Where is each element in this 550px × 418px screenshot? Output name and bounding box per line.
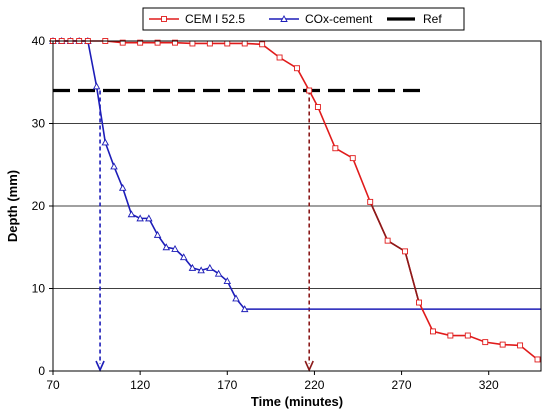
data-point bbox=[416, 299, 422, 306]
series-line bbox=[53, 40, 310, 91]
data-point bbox=[137, 39, 144, 46]
data-point bbox=[110, 162, 118, 170]
y-tick-label: 10 bbox=[32, 282, 46, 296]
data-point bbox=[162, 243, 171, 251]
data-point bbox=[127, 210, 136, 218]
data-point bbox=[241, 40, 248, 47]
legend-item: COx-cement bbox=[269, 12, 373, 26]
data-point bbox=[118, 183, 127, 191]
data-point bbox=[223, 277, 232, 285]
legend: CEM I 52.5 COx-cement Ref bbox=[142, 7, 465, 31]
legend-label: CEM I 52.5 bbox=[185, 12, 245, 26]
x-tick-label: 70 bbox=[46, 378, 60, 392]
data-point bbox=[240, 305, 249, 313]
x-axis-label: Time (minutes) bbox=[251, 394, 343, 409]
series-cox-cement bbox=[49, 37, 541, 313]
data-point bbox=[101, 138, 110, 146]
data-point bbox=[188, 263, 197, 271]
data-point bbox=[153, 230, 162, 238]
data-point bbox=[332, 145, 339, 152]
data-point bbox=[136, 214, 144, 222]
data-point bbox=[349, 155, 356, 162]
drop-arrow-head bbox=[95, 360, 105, 372]
series-line bbox=[369, 201, 420, 303]
legend-label: COx-cement bbox=[305, 12, 373, 26]
data-point bbox=[197, 266, 205, 274]
x-tick-label: 120 bbox=[130, 378, 150, 392]
data-point bbox=[92, 82, 101, 90]
data-point bbox=[171, 244, 179, 252]
y-tick-label: 30 bbox=[32, 117, 46, 131]
data-point bbox=[499, 341, 506, 348]
data-point bbox=[206, 263, 214, 271]
data-point bbox=[232, 294, 240, 302]
data-point bbox=[189, 40, 196, 47]
data-point bbox=[214, 269, 223, 277]
data-point bbox=[314, 104, 321, 110]
data-point bbox=[482, 339, 489, 346]
data-point bbox=[429, 328, 436, 335]
series-line bbox=[308, 90, 539, 361]
axes bbox=[49, 40, 542, 375]
tick-labels: 0 10 20 30 40 70 120 170 220 270 320 bbox=[32, 34, 499, 392]
legend-box bbox=[142, 7, 465, 31]
x-tick-label: 270 bbox=[392, 378, 412, 392]
data-point bbox=[402, 248, 409, 255]
data-point bbox=[224, 40, 231, 47]
data-point bbox=[294, 65, 300, 72]
data-point bbox=[280, 15, 288, 22]
data-point bbox=[119, 39, 126, 46]
data-point bbox=[259, 41, 266, 48]
data-point bbox=[534, 356, 541, 363]
series-layer bbox=[49, 37, 541, 372]
data-point bbox=[464, 332, 471, 339]
grid-lines bbox=[53, 123, 541, 289]
data-point bbox=[276, 54, 283, 61]
legend-label: Ref bbox=[423, 12, 442, 26]
data-point bbox=[172, 39, 178, 46]
y-axis-label: Depth (mm) bbox=[5, 170, 20, 242]
data-point bbox=[206, 40, 213, 47]
data-point bbox=[367, 198, 374, 205]
data-point bbox=[384, 237, 391, 244]
drop-arrow-head bbox=[304, 360, 314, 372]
x-tick-label: 220 bbox=[304, 378, 324, 392]
y-tick-label: 0 bbox=[38, 364, 45, 378]
data-point bbox=[306, 87, 313, 94]
data-point bbox=[145, 214, 153, 222]
legend-item: CEM I 52.5 bbox=[149, 12, 245, 26]
x-tick-label: 170 bbox=[217, 378, 237, 392]
data-point bbox=[161, 16, 167, 22]
x-tick-label: 320 bbox=[479, 378, 499, 392]
y-tick-label: 20 bbox=[32, 199, 46, 213]
series-line bbox=[53, 40, 541, 310]
series-cem-i-52-5 bbox=[50, 38, 541, 363]
legend-item: Ref bbox=[387, 12, 442, 26]
data-point bbox=[517, 342, 524, 349]
y-tick-label: 40 bbox=[32, 34, 46, 48]
data-point bbox=[447, 332, 454, 339]
data-point bbox=[179, 253, 188, 261]
data-point bbox=[154, 39, 161, 46]
